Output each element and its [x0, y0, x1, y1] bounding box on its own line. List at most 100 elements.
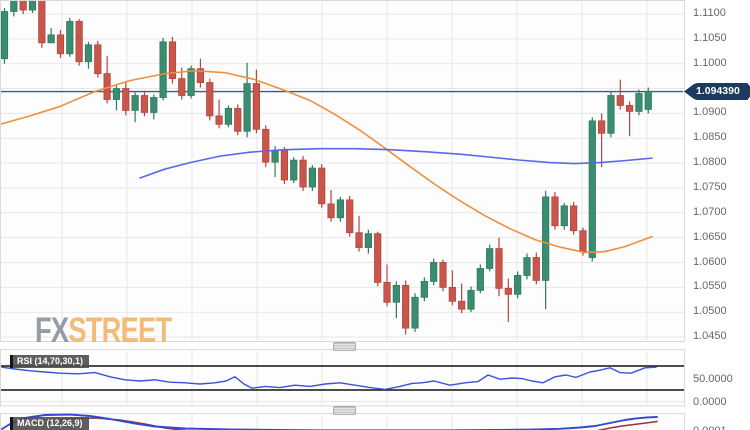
- macd-indicator-label: MACD (12,26,9): [10, 417, 89, 430]
- candle-body: [542, 196, 550, 281]
- candle-body: [467, 289, 475, 310]
- price-axis-label: 1.1100: [693, 7, 726, 19]
- price-plot-layer: [1, 1, 683, 335]
- candle-body: [1, 11, 9, 60]
- candle-body: [523, 257, 531, 276]
- candle-body: [495, 248, 503, 289]
- fxstreet-watermark: FXSTREET: [35, 311, 172, 351]
- sma-slow-line: [1, 69, 653, 254]
- watermark-fx: FX: [35, 311, 69, 350]
- candle-body: [635, 93, 643, 112]
- candle-body: [224, 108, 233, 125]
- candle-body: [588, 120, 596, 258]
- candle-body: [75, 21, 83, 63]
- candle-body: [504, 287, 512, 295]
- candle-body: [47, 34, 55, 44]
- candle-body: [140, 95, 149, 113]
- candle-body: [206, 82, 214, 117]
- candles-layer: [1, 1, 652, 335]
- candle-body: [598, 120, 606, 134]
- price-axis-label: 1.0650: [693, 230, 727, 243]
- macd-signal-line: [597, 420, 658, 430]
- candle-body: [168, 41, 177, 80]
- candle-body: [252, 83, 261, 130]
- rsi-axis-label: 50.0000: [693, 373, 733, 385]
- rsi-indicator-label: RSI (14,70,30,1): [10, 355, 90, 368]
- macd-line: [1, 413, 658, 430]
- watermark-street: STREET: [68, 311, 172, 350]
- candle-body: [448, 286, 456, 302]
- candle-body: [579, 230, 587, 252]
- candle-body: [626, 105, 634, 112]
- candle-body: [38, 1, 46, 44]
- candle-body: [215, 115, 223, 125]
- candle-body: [271, 149, 279, 163]
- candle-body: [10, 1, 18, 12]
- price-axis-label: 1.0450: [693, 330, 727, 343]
- candle-body: [355, 232, 363, 248]
- candle-body: [243, 83, 251, 132]
- candle-body: [336, 199, 344, 219]
- candle-body: [19, 1, 27, 11]
- rsi-plot-layer: [1, 365, 684, 402]
- candle-body: [476, 268, 484, 291]
- candle-body: [187, 68, 195, 96]
- candle-body: [430, 262, 438, 282]
- candle-body: [402, 284, 410, 329]
- candle-body: [131, 95, 139, 111]
- rsi-axis-label: 0.0000: [693, 396, 727, 408]
- candle-body: [234, 108, 242, 132]
- panel-resize-handle[interactable]: [333, 342, 356, 351]
- candle-body: [94, 44, 102, 75]
- candle-body: [308, 167, 316, 188]
- candle-body: [514, 275, 522, 295]
- price-axis-label: 1.0600: [693, 255, 727, 268]
- price-axis-label: 1.0700: [693, 205, 727, 218]
- price-axis-label: 1.0850: [693, 131, 727, 144]
- candle-body: [66, 21, 74, 55]
- price-axis-label: 1.0500: [693, 305, 727, 318]
- last-price-badge: 1.094390: [684, 83, 750, 100]
- candle-body: [327, 203, 335, 219]
- price-axis-label: 1.0900: [693, 106, 727, 119]
- panel-resize-handle[interactable]: [333, 406, 356, 415]
- candle-body: [122, 88, 130, 111]
- last-price-value: 1.094390: [696, 85, 740, 97]
- candle-body: [346, 199, 354, 234]
- price-axis-label: 1.1000: [693, 56, 727, 69]
- candle-body: [196, 68, 205, 83]
- candle-body: [392, 284, 400, 303]
- candle-body: [150, 97, 158, 113]
- candle-body: [458, 300, 466, 310]
- candle-body: [364, 233, 372, 248]
- candle-body: [560, 205, 568, 227]
- candle-body: [607, 95, 615, 134]
- price-axis-label: 1.1050: [693, 31, 727, 44]
- price-axis-label: 1.0800: [693, 156, 727, 169]
- sma-fast-line: [139, 147, 653, 179]
- price-axis-label: 1.0550: [693, 280, 727, 293]
- candle-body: [280, 149, 289, 181]
- candle-body: [616, 95, 624, 106]
- candle-body: [84, 44, 93, 63]
- rsi-line: [1, 366, 657, 391]
- candle-body: [159, 41, 167, 98]
- candle-body: [178, 78, 186, 96]
- candle-body: [290, 159, 298, 181]
- candle-body: [411, 296, 419, 329]
- candle-body: [570, 205, 578, 232]
- candle-body: [551, 196, 559, 227]
- candle-body: [374, 233, 382, 283]
- candle-body: [383, 281, 391, 303]
- candle-body: [56, 34, 65, 55]
- price-panel[interactable]: [0, 0, 685, 342]
- candle-body: [112, 88, 121, 100]
- candle-body: [532, 257, 540, 281]
- candle-body: [299, 159, 307, 188]
- price-axis-label: 1.0750: [693, 180, 727, 193]
- candle-body: [644, 91, 652, 110]
- candle-body: [439, 262, 447, 288]
